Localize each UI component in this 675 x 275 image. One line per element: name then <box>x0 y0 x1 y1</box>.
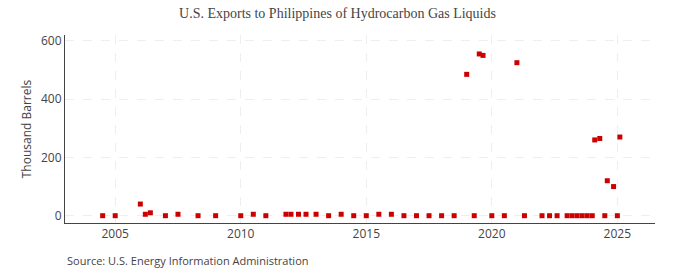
svg-text:400: 400 <box>41 90 62 107</box>
svg-text:2020: 2020 <box>478 225 506 242</box>
svg-text:Source: U.S. Energy Informatio: Source: U.S. Energy Information Administ… <box>67 253 309 268</box>
svg-text:2015: 2015 <box>353 225 381 242</box>
svg-text:600: 600 <box>41 32 62 49</box>
svg-text:200: 200 <box>41 149 62 166</box>
svg-text:2005: 2005 <box>101 225 129 242</box>
svg-text:U.S. Exports to Philippines of: U.S. Exports to Philippines of Hydrocarb… <box>179 6 496 21</box>
svg-text:2010: 2010 <box>227 225 255 242</box>
svg-text:Thousand Barrels: Thousand Barrels <box>18 79 35 178</box>
svg-text:2025: 2025 <box>604 225 632 242</box>
svg-text:0: 0 <box>55 207 62 224</box>
